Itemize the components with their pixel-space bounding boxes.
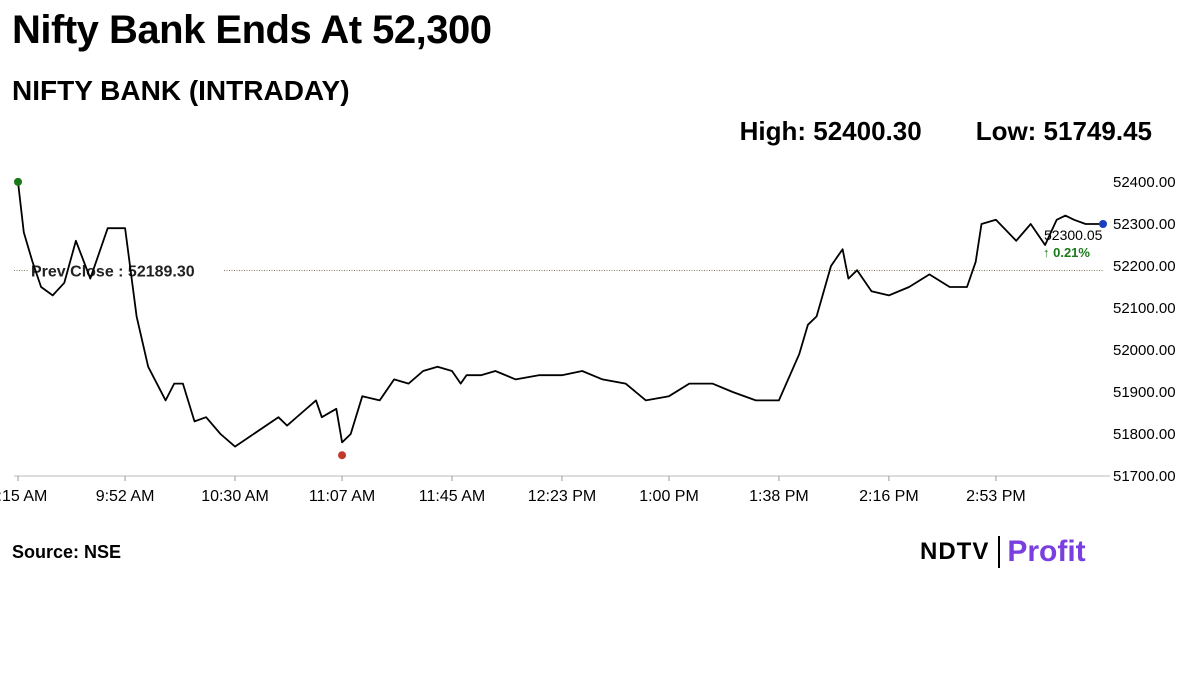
intraday-line-chart: 9:15 AM 9:52 AM 10:30 AM 11:07 AM 11:45 AM 12…	[0, 174, 1176, 505]
ndtv-logo-text: NDTV	[920, 538, 990, 565]
y-tick-label: 52300.00	[1113, 216, 1176, 233]
x-tick-label: 2:53 PM	[966, 488, 1026, 505]
y-tick-label: 52200.00	[1113, 258, 1176, 275]
y-tick-label: 52400.00	[1113, 174, 1176, 191]
prev-close-label: Prev Close : 52189.30	[31, 263, 195, 280]
x-tick-label: 12:23 PM	[528, 488, 596, 505]
x-tick-label: 9:15 AM	[0, 488, 47, 505]
x-tick-label: 1:38 PM	[749, 488, 809, 505]
profit-logo-text: Profit	[1007, 535, 1086, 568]
logo-divider	[998, 536, 1001, 568]
change-label: ↑ 0.21%	[1043, 245, 1090, 260]
x-tick-label: 1:00 PM	[639, 488, 699, 505]
low-stat: Low: 51749.45	[975, 116, 1152, 146]
x-tick-label: 9:52 AM	[96, 488, 155, 505]
x-tick-label: 11:45 AM	[419, 488, 485, 505]
x-tick-label: 11:07 AM	[309, 488, 375, 505]
prev-close-label-bg	[28, 260, 224, 281]
headline: Nifty Bank Ends At 52,300	[12, 8, 492, 52]
y-tick-label: 51900.00	[1113, 384, 1176, 401]
high-low-stats: High: 52400.30 Low: 51749.45	[740, 116, 1152, 147]
y-tick-label: 51800.00	[1113, 426, 1176, 443]
high-stat: High: 52400.30	[739, 116, 922, 146]
last-value-label: 52300.05	[1044, 227, 1103, 243]
x-tick-label: 10:30 AM	[201, 488, 269, 505]
y-tick-label: 52000.00	[1113, 342, 1176, 359]
high-marker	[14, 177, 22, 186]
low-marker	[338, 451, 347, 460]
brand-logo: NDTV Profit	[920, 532, 1086, 572]
source-label: Source: NSE	[12, 542, 122, 562]
last-value-marker	[1099, 220, 1107, 228]
chart-subtitle: NIFTY BANK (INTRADAY)	[12, 75, 350, 106]
price-line	[17, 181, 1103, 448]
y-tick-label: 51700.00	[1113, 468, 1176, 485]
y-tick-label: 52100.00	[1113, 300, 1176, 317]
x-tick-label: 2:16 PM	[859, 488, 919, 505]
